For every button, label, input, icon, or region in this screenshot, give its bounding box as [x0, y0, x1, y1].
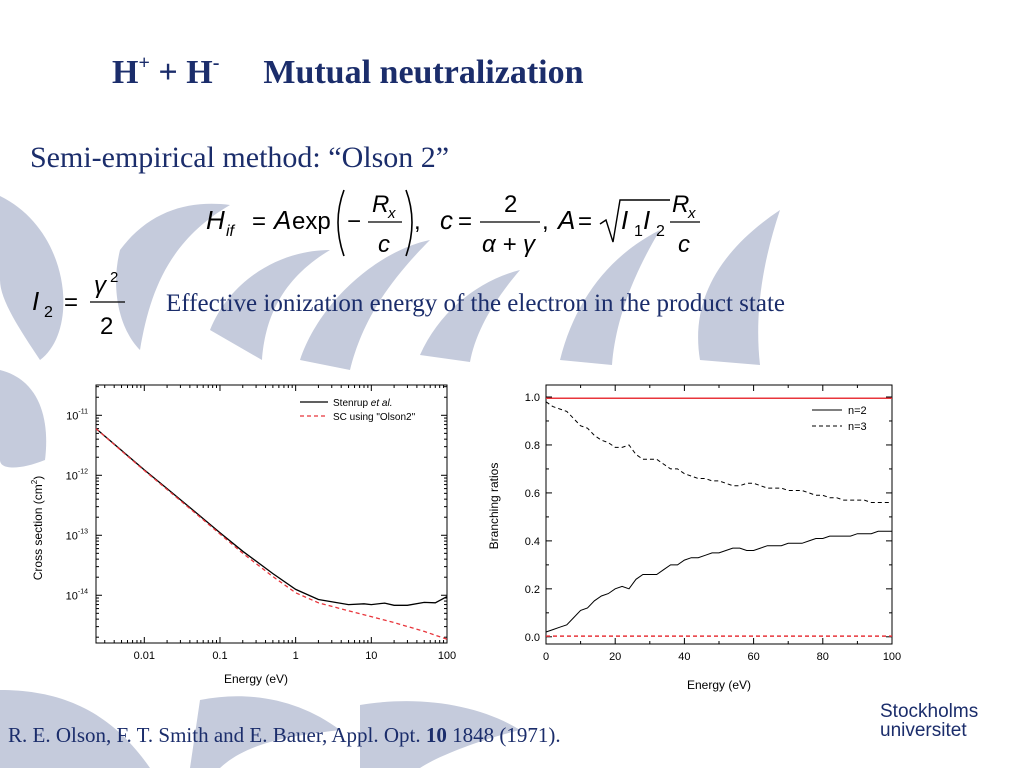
formula-H: H	[206, 205, 225, 235]
logo-line2: universitet	[880, 720, 967, 741]
x-tick-label: 0.01	[134, 650, 155, 662]
y-tick-label: 0.6	[525, 488, 540, 500]
i2-sub: 2	[44, 304, 53, 321]
bg-arc-4	[300, 240, 430, 370]
stockholm-university-logo: Stockholms universitet	[880, 702, 978, 740]
y-tick-label: 10-13	[66, 528, 88, 542]
series-line-n2	[545, 530, 892, 633]
series-line-olson2	[95, 428, 448, 640]
bg-arc-9	[0, 690, 150, 768]
cross-section-ylabel: Cross section (cm2)	[30, 476, 45, 580]
ref-authors: R. E. Olson, F. T. Smith and E. Bauer, A…	[8, 723, 426, 747]
legend-label: Stenrup et al.	[333, 398, 393, 409]
formula-eq2: =	[458, 208, 472, 235]
logo-line1: Stockholms	[880, 701, 979, 722]
formula-I2: I	[643, 205, 650, 235]
bg-arc-10	[190, 696, 340, 768]
x-tick-label: 60	[747, 651, 759, 663]
formula-I1: I	[621, 205, 628, 235]
cross-section-xlabel: Energy (eV)	[224, 672, 288, 686]
ref-rest: 1848 (1971).	[446, 723, 561, 747]
reference-citation: R. E. Olson, F. T. Smith and E. Bauer, A…	[8, 723, 561, 748]
i2-eq: =	[64, 289, 78, 316]
legend-label: n=3	[848, 421, 867, 433]
bg-arc-3	[210, 250, 330, 360]
x-tick-label: 1	[293, 650, 299, 662]
formula-sub1: 1	[634, 223, 643, 240]
formula-minus: −	[347, 208, 361, 235]
slide-title: H+ + H- Mutual neutralization	[112, 52, 584, 91]
formula-if: if	[226, 223, 236, 240]
y-tick-label: 10-14	[66, 588, 88, 602]
formula-c3: c	[678, 231, 690, 258]
legend-label: SC using "Olson2"	[333, 412, 416, 423]
bg-arc-6	[560, 230, 660, 365]
ref-volume: 10	[425, 723, 447, 747]
x-tick-label: 0	[543, 651, 549, 663]
plot-frame	[95, 384, 448, 644]
y-tick-label: 1.0	[525, 392, 540, 404]
bg-arc-8	[0, 370, 47, 468]
branching-ratio-chart: Branching ratios Energy (eV) 0 20 40 60 80 10…	[487, 384, 901, 692]
hif-formula: H if = A exp − R x c , c = 2 α + γ , A =…	[206, 189, 700, 258]
formula-eq3: =	[578, 208, 592, 235]
formula-exp: exp	[292, 208, 331, 235]
formula-c: c	[378, 231, 390, 258]
bg-arc-5	[420, 270, 520, 362]
formula-A2: A	[556, 205, 575, 235]
y-tick-label: 0.4	[525, 536, 540, 548]
formula-c2: c	[440, 205, 453, 235]
x-tick-label: 10	[365, 650, 377, 662]
formula-x: x	[387, 205, 396, 222]
x-tick-label: 0.1	[212, 650, 227, 662]
plot-frame	[545, 384, 893, 645]
bg-arc-11	[360, 701, 520, 768]
i2-formula: I 2 = γ 2 2	[32, 269, 125, 340]
formula-eq1: =	[252, 208, 266, 235]
ylabel-main: Cross section (cm	[31, 484, 45, 580]
y-tick-label: 0.0	[525, 632, 540, 644]
formula-comma: ,	[414, 208, 421, 235]
formula-A: A	[272, 205, 291, 235]
ylabel-sup: 2	[30, 479, 39, 484]
i2-I: I	[32, 286, 39, 316]
slide-subtitle: Semi-empirical method: “Olson 2”	[30, 141, 450, 174]
legend-label: n=2	[848, 405, 867, 417]
x-tick-label: 80	[817, 651, 829, 663]
formula-R2: R	[672, 191, 689, 218]
series-line-stenrup	[95, 428, 448, 606]
formula-R: R	[372, 191, 389, 218]
y-tick-label: 0.2	[525, 584, 540, 596]
i2-sq: 2	[110, 269, 118, 286]
x-tick-label: 40	[678, 651, 690, 663]
formula-x2: x	[687, 205, 696, 222]
ylabel-close: )	[31, 476, 45, 480]
i2-den: 2	[100, 313, 113, 340]
series-line-n3	[545, 401, 892, 503]
description-text: Effective ionization energy of the elect…	[166, 290, 785, 317]
branching-xlabel: Energy (eV)	[687, 678, 751, 692]
y-tick-label: 0.8	[525, 440, 540, 452]
x-tick-label: 100	[438, 650, 456, 662]
formula-sub2: 2	[656, 223, 665, 240]
bg-arc-2	[116, 203, 230, 350]
cross-section-chart: Cross section (cm2) Energy (eV) 0.01 0.1 1…	[30, 384, 456, 686]
y-tick-label: 10-12	[66, 468, 88, 482]
bg-arc-1	[0, 196, 64, 360]
formula-two: 2	[504, 191, 517, 218]
branching-ylabel: Branching ratios	[487, 463, 501, 550]
x-tick-label: 100	[883, 651, 901, 663]
x-tick-label: 20	[609, 651, 621, 663]
formula-alpha-gamma: α + γ	[482, 231, 537, 258]
i2-gamma: γ	[94, 272, 108, 299]
bg-arc-7	[698, 210, 780, 365]
y-tick-label: 10-11	[66, 408, 88, 422]
title-main: Mutual neutralization	[263, 54, 584, 91]
formula-comma2: ,	[542, 208, 549, 235]
